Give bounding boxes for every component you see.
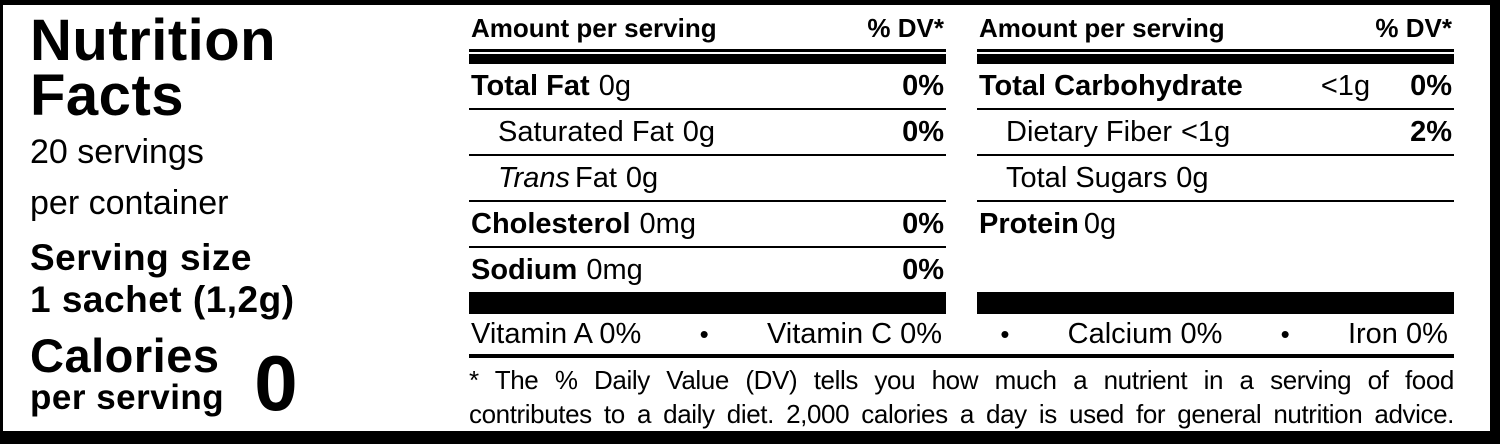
daily-value-footnote: * The % Daily Value (DV) tells you how m…	[469, 358, 1454, 431]
nutrient-row-protein: Protein 0g	[977, 202, 1454, 246]
nutrient-row-total-fat: Total Fat 0g 0%	[469, 64, 946, 110]
nutrient-dv: 0%	[902, 115, 944, 148]
nutrient-name: Total Carbohydrate	[979, 69, 1243, 102]
nutrient-name-italic: Trans	[498, 161, 570, 194]
footnote-line2: contributes to a daily diet. 2,000 calor…	[469, 399, 1454, 429]
nutrient-amount: 0mg	[639, 207, 696, 240]
nutrient-row-cholesterol: Cholesterol 0mg 0%	[469, 202, 946, 248]
nutrient-name: Fat	[574, 161, 617, 194]
serving-size-value: 1 sachet (1,2g)	[30, 279, 295, 320]
iron-value: Iron 0%	[1347, 317, 1448, 350]
nutrient-column-carbs: Amount per serving % DV* Total Carbohydr…	[977, 5, 1454, 314]
servings-count: 20 servings	[30, 133, 204, 171]
nutrient-columns: Amount per serving % DV* Total Fat 0g 0%…	[469, 5, 1454, 314]
nutrient-amount: 0g	[1083, 207, 1117, 240]
calories-value: 0	[254, 339, 298, 427]
nutrient-row-trans-fat: Trans Fat 0g	[469, 156, 946, 202]
nutrient-column-fats: Amount per serving % DV* Total Fat 0g 0%…	[469, 5, 946, 314]
bullet-separator: •	[1000, 318, 1010, 349]
nutrient-name: Total Sugars	[1006, 161, 1168, 194]
label-title-line2: Facts	[30, 63, 185, 128]
section-divider-bar	[469, 292, 946, 314]
label-summary-pane: Nutrition Facts 20 servings per containe…	[3, 5, 469, 431]
percent-dv-label: % DV*	[1375, 13, 1452, 43]
nutrient-row-sodium: Sodium 0mg 0%	[469, 248, 946, 292]
nutrient-dv: 0%	[902, 207, 944, 240]
vitamin-a-value: Vitamin A 0%	[471, 317, 642, 350]
percent-dv-label: % DV*	[867, 13, 944, 43]
nutrient-amount: <1g	[1320, 69, 1371, 102]
nutrient-name: Cholesterol	[471, 207, 631, 240]
nutrient-name: Sodium	[471, 253, 578, 286]
label-title-line1: Nutrition	[30, 8, 277, 73]
nutrient-dv: 0%	[902, 253, 944, 286]
calories-block: Calories per serving 0	[30, 329, 469, 427]
calories-label: Calories	[30, 329, 220, 382]
footnote-line1: * The % Daily Value (DV) tells you how m…	[469, 365, 1454, 395]
nutrient-row-dietary-fiber: Dietary Fiber <1g 2%	[977, 110, 1454, 156]
nutrient-amount: 0g	[625, 161, 659, 194]
footnote-divider	[469, 354, 1454, 358]
header-divider-bar	[977, 54, 1454, 64]
header-divider-bar	[469, 54, 946, 64]
calcium-value: Calcium 0%	[1067, 317, 1223, 350]
nutrient-dv: 0%	[1410, 69, 1452, 102]
nutrient-amount: 0mg	[586, 253, 643, 286]
vitamin-c-value: Vitamin C 0%	[766, 317, 943, 350]
bullet-separator: •	[1280, 318, 1290, 349]
nutrient-amount: 0g	[598, 69, 631, 102]
nutrient-name: Saturated Fat	[498, 115, 674, 148]
serving-size-label: Serving size	[30, 237, 252, 278]
calories-labels: Calories per serving	[30, 329, 225, 417]
section-divider-bar	[977, 292, 1454, 314]
bullet-separator: •	[699, 318, 709, 349]
nutrient-amount: 0g	[1176, 161, 1209, 194]
nutrient-panel: Amount per serving % DV* Total Fat 0g 0%…	[469, 5, 1490, 431]
nutrient-row-total-sugars: Total Sugars 0g	[977, 156, 1454, 202]
amount-per-serving-label: Amount per serving	[471, 13, 717, 43]
nutrient-name: Protein	[979, 207, 1079, 240]
servings-per-container: per container	[30, 184, 229, 222]
amount-per-serving-label: Amount per serving	[979, 13, 1225, 43]
nutrient-name: Dietary Fiber	[1006, 115, 1172, 148]
nutrient-row-saturated-fat: Saturated Fat 0g 0%	[469, 110, 946, 156]
nutrient-amount: <1g	[1181, 115, 1231, 148]
nutrient-dv: 2%	[1410, 115, 1452, 148]
nutrient-dv: 0%	[902, 69, 944, 102]
column-header: Amount per serving % DV*	[977, 5, 1454, 52]
micronutrients-row: Vitamin A 0% • Vitamin C 0% • Calcium 0%…	[469, 314, 1454, 354]
column-header: Amount per serving % DV*	[469, 5, 946, 52]
calories-per-serving-label: per serving	[30, 378, 225, 417]
nutrient-row-total-carbohydrate: Total Carbohydrate <1g 0%	[977, 64, 1454, 110]
nutrient-name: Total Fat	[471, 69, 590, 102]
nutrient-amount: 0g	[682, 115, 715, 148]
